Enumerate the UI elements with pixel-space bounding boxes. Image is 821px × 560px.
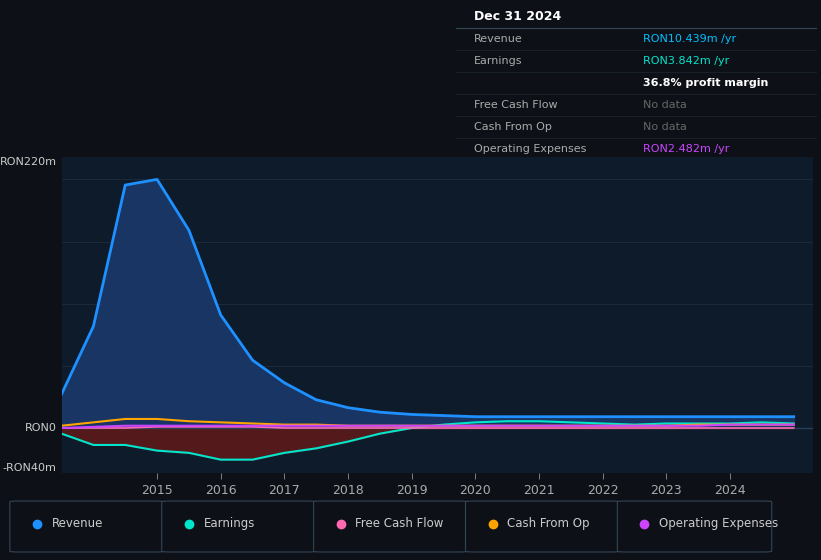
Text: Free Cash Flow: Free Cash Flow — [474, 100, 557, 110]
Text: 36.8% profit margin: 36.8% profit margin — [644, 78, 769, 87]
Text: Free Cash Flow: Free Cash Flow — [355, 517, 444, 530]
Text: Earnings: Earnings — [474, 55, 522, 66]
Text: Cash From Op: Cash From Op — [474, 122, 552, 132]
Text: No data: No data — [644, 100, 687, 110]
FancyBboxPatch shape — [162, 501, 316, 552]
Text: Cash From Op: Cash From Op — [507, 517, 589, 530]
Text: Earnings: Earnings — [204, 517, 255, 530]
FancyBboxPatch shape — [314, 501, 468, 552]
Text: RON220m: RON220m — [0, 157, 57, 167]
Text: RON2.482m /yr: RON2.482m /yr — [644, 143, 730, 153]
FancyBboxPatch shape — [617, 501, 772, 552]
Text: Revenue: Revenue — [52, 517, 103, 530]
Text: Operating Expenses: Operating Expenses — [659, 517, 778, 530]
Text: Operating Expenses: Operating Expenses — [474, 143, 586, 153]
Text: No data: No data — [644, 122, 687, 132]
Text: RON0: RON0 — [25, 423, 57, 433]
FancyBboxPatch shape — [466, 501, 620, 552]
Text: -RON40m: -RON40m — [2, 463, 57, 473]
Text: RON3.842m /yr: RON3.842m /yr — [644, 55, 730, 66]
Text: Dec 31 2024: Dec 31 2024 — [474, 10, 561, 23]
FancyBboxPatch shape — [10, 501, 164, 552]
Text: RON10.439m /yr: RON10.439m /yr — [644, 34, 736, 44]
Text: Revenue: Revenue — [474, 34, 522, 44]
